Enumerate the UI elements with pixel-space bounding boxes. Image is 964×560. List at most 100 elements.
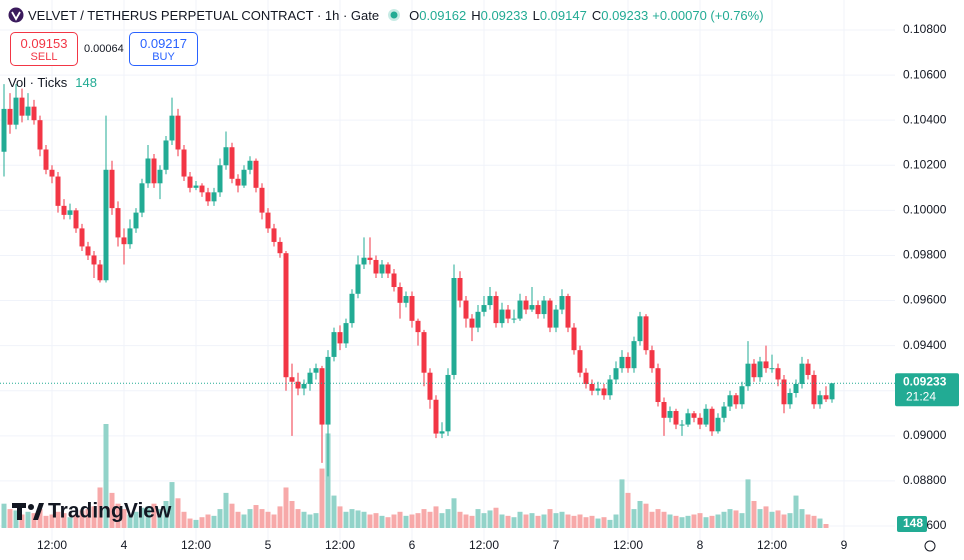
candle-body: [817, 395, 823, 405]
volume-bar: [739, 513, 745, 528]
x-tick-label: 12:00: [613, 538, 643, 552]
volume-bar: [121, 509, 127, 528]
volume-bar: [649, 511, 655, 528]
candle-body: [61, 205, 67, 215]
candle-body: [103, 169, 109, 281]
candle-body: [583, 372, 589, 384]
volume-bar: [583, 517, 589, 528]
volume-bar: [349, 509, 355, 528]
candle-body: [43, 149, 49, 170]
candle-body: [781, 379, 787, 405]
volume-bar: [511, 517, 517, 528]
last-price-label: 0.09233: [903, 374, 947, 388]
candle-body: [661, 402, 667, 418]
volume-badge: [897, 516, 927, 532]
volume-bar: [109, 492, 115, 528]
candle-body: [595, 388, 601, 391]
volume-bar: [445, 509, 451, 528]
ohlc-item: C0.09233: [592, 8, 648, 23]
candle-body: [391, 273, 397, 288]
volume-bar: [301, 511, 307, 528]
volume-bar: [463, 514, 469, 528]
volume-bar: [385, 517, 391, 528]
candle-body: [763, 361, 769, 369]
ohlc-value: 0.09162: [419, 7, 467, 23]
candle-body: [241, 169, 247, 186]
volume-bar: [727, 509, 733, 528]
candle-body: [655, 368, 661, 403]
candle-body: [685, 413, 691, 425]
volume-bar: [283, 487, 289, 528]
settings-button[interactable]: [924, 540, 936, 552]
volume-bar: [415, 513, 421, 528]
candle-body: [223, 147, 229, 166]
candle-body: [649, 350, 655, 369]
volume-bar: [235, 511, 241, 528]
candle-body: [463, 300, 469, 319]
volume-bar: [355, 510, 361, 528]
volume-bar: [817, 518, 823, 528]
volume-bar: [379, 515, 385, 528]
candle-body: [691, 413, 697, 418]
volume-bar: [433, 506, 439, 528]
volume-bar: [397, 511, 403, 528]
volume-badge-label: 148: [903, 516, 923, 530]
volume-bar: [487, 510, 493, 528]
candle-body: [739, 386, 745, 405]
candle-body: [121, 237, 127, 245]
candle-body: [187, 176, 193, 188]
volume-bar: [139, 507, 145, 528]
volume-bar: [319, 468, 325, 528]
brand-name: TradingView: [48, 500, 172, 523]
volume-bar: [223, 492, 229, 528]
candle-body: [67, 210, 73, 215]
candle-body: [367, 257, 373, 260]
candle-body: [637, 316, 643, 342]
candle-body: [265, 212, 271, 229]
volume-bar: [79, 510, 85, 528]
candle-body: [403, 296, 409, 303]
volume-bar: [769, 511, 775, 528]
candle-body: [415, 320, 421, 333]
volume-bar: [175, 498, 181, 528]
volume-bar: [295, 509, 301, 528]
volume-bar: [517, 511, 523, 528]
candle-body: [49, 169, 55, 177]
volume-bar: [757, 509, 763, 528]
candle-body: [361, 257, 367, 265]
candle-body: [409, 296, 415, 321]
volume-bar: [679, 517, 685, 528]
volume-bar: [787, 513, 793, 528]
volume-bar: [229, 503, 235, 528]
candle-body: [475, 311, 481, 328]
volume-bar: [331, 495, 337, 528]
volume-bar: [595, 518, 601, 528]
x-tick-label: 6: [409, 538, 416, 552]
candle-body: [679, 424, 685, 426]
buy-label: BUY: [152, 51, 175, 63]
symbol-icon: [8, 7, 24, 23]
buy-button[interactable]: 0.09217 BUY: [129, 32, 198, 66]
candle-body: [481, 305, 487, 312]
volume-bar: [661, 511, 667, 528]
volume-bar: [169, 482, 175, 528]
volume-bar: [691, 514, 697, 528]
sell-button[interactable]: 0.09153 SELL: [10, 32, 78, 66]
volume-bar: [667, 514, 673, 528]
y-tick-label: 0.10800: [903, 22, 947, 36]
volume-bar: [271, 514, 277, 528]
sell-label: SELL: [30, 51, 58, 63]
candle-body: [511, 318, 517, 320]
volume-bar: [625, 492, 631, 528]
last-price-badge: [895, 373, 959, 407]
candle-body: [505, 309, 511, 319]
volume-bar: [97, 487, 103, 528]
candle-body: [109, 169, 115, 209]
candle-body: [787, 392, 793, 405]
volume-bar: [1, 503, 7, 528]
candle-body: [145, 158, 151, 184]
candle-body: [211, 192, 217, 202]
volume-bar: [475, 509, 481, 528]
volume-bar: [541, 514, 547, 528]
